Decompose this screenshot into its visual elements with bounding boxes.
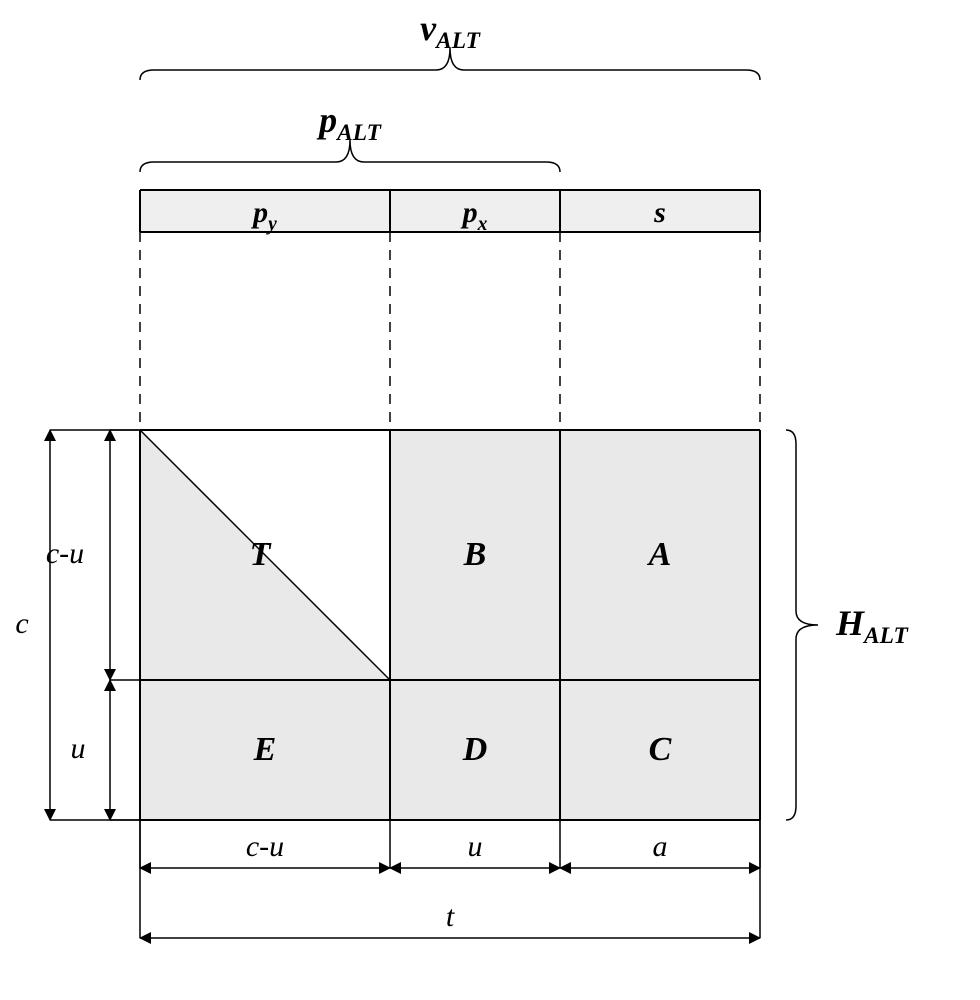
label-H-alt: HALT [835, 603, 909, 649]
dim-c-minus-u-label: c-u [46, 537, 84, 570]
dim-col0-label: c-u [246, 830, 284, 863]
dim-col1-label: u [468, 830, 483, 863]
label-p-alt: pALT [316, 100, 382, 146]
label-E: E [253, 731, 277, 768]
dim-u-label: u [71, 732, 86, 765]
label-T: T [250, 536, 272, 573]
dim-c-label: c [15, 607, 28, 640]
label-v-alt: vALT [420, 8, 481, 54]
dim-t-label: t [446, 900, 455, 933]
label-C: C [649, 731, 672, 768]
header-row [140, 190, 760, 232]
label-B: B [463, 536, 487, 573]
label-D: D [462, 731, 488, 768]
brace-H-alt [786, 430, 818, 820]
header-label-2: s [653, 196, 666, 229]
matrix-diagram: TBAEDCpypxspALTvALTHALTcc-uuc-uuat [0, 0, 980, 1000]
label-A: A [647, 536, 672, 573]
dim-col2-label: a [653, 830, 668, 863]
